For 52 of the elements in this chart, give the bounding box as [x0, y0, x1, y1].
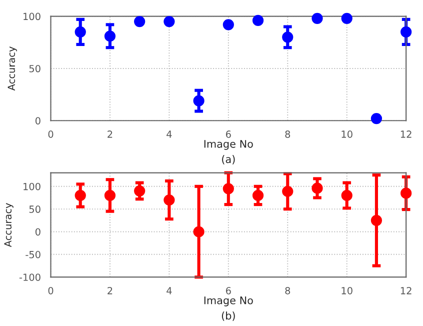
point — [74, 190, 86, 202]
x-axis-title: Image No — [204, 296, 253, 306]
point — [282, 186, 294, 197]
point — [312, 12, 323, 24]
point — [400, 26, 412, 38]
y-tick-label: 50 — [29, 64, 40, 72]
point — [74, 26, 86, 38]
y-tick-label: 50 — [29, 206, 40, 213]
x-tick-label: 4 — [166, 287, 172, 294]
y-tick-label: 100 — [24, 182, 40, 190]
point — [193, 95, 204, 106]
x-tick-label: 10 — [342, 286, 352, 294]
y-tick-label: 0 — [35, 117, 40, 124]
x-tick-label: 10 — [342, 130, 352, 138]
point — [164, 16, 175, 28]
x-tick-label: 12 — [400, 130, 412, 138]
x-tick-label: 6 — [226, 130, 231, 138]
point — [341, 12, 352, 24]
x-tick-label: 2 — [108, 286, 112, 294]
point — [164, 194, 175, 206]
y-tick-label: -100 — [19, 274, 40, 281]
x-axis-title: Image No — [204, 140, 253, 150]
x-tick-label: 12 — [400, 286, 412, 294]
y-tick-label: 100 — [24, 12, 40, 20]
text: (a) — [222, 155, 235, 164]
x-tick-label: 8 — [285, 286, 290, 294]
x-tick-label: 0 — [48, 286, 54, 294]
x-tick-label: 4 — [166, 130, 172, 138]
point — [252, 190, 264, 202]
x-tick-label: 0 — [48, 130, 54, 138]
point — [104, 30, 116, 42]
y-axis-title: Accuracy — [8, 46, 17, 91]
point — [282, 32, 294, 43]
x-tick-label: 2 — [108, 130, 112, 138]
y-tick-label: -50 — [26, 250, 40, 258]
point — [222, 19, 234, 30]
y-tick-label: 0 — [35, 228, 40, 236]
point — [312, 182, 323, 194]
point — [400, 188, 412, 199]
point — [222, 183, 234, 194]
point — [104, 190, 116, 202]
point — [252, 14, 264, 26]
x-tick-label: 6 — [226, 286, 231, 294]
point — [134, 185, 146, 196]
point — [134, 16, 146, 28]
y-axis-title: Accuracy — [4, 203, 14, 248]
point — [193, 226, 204, 238]
text: (b) — [222, 312, 235, 321]
point — [370, 214, 382, 226]
x-tick-label: 8 — [285, 130, 290, 138]
point — [370, 112, 382, 124]
point — [341, 190, 352, 202]
